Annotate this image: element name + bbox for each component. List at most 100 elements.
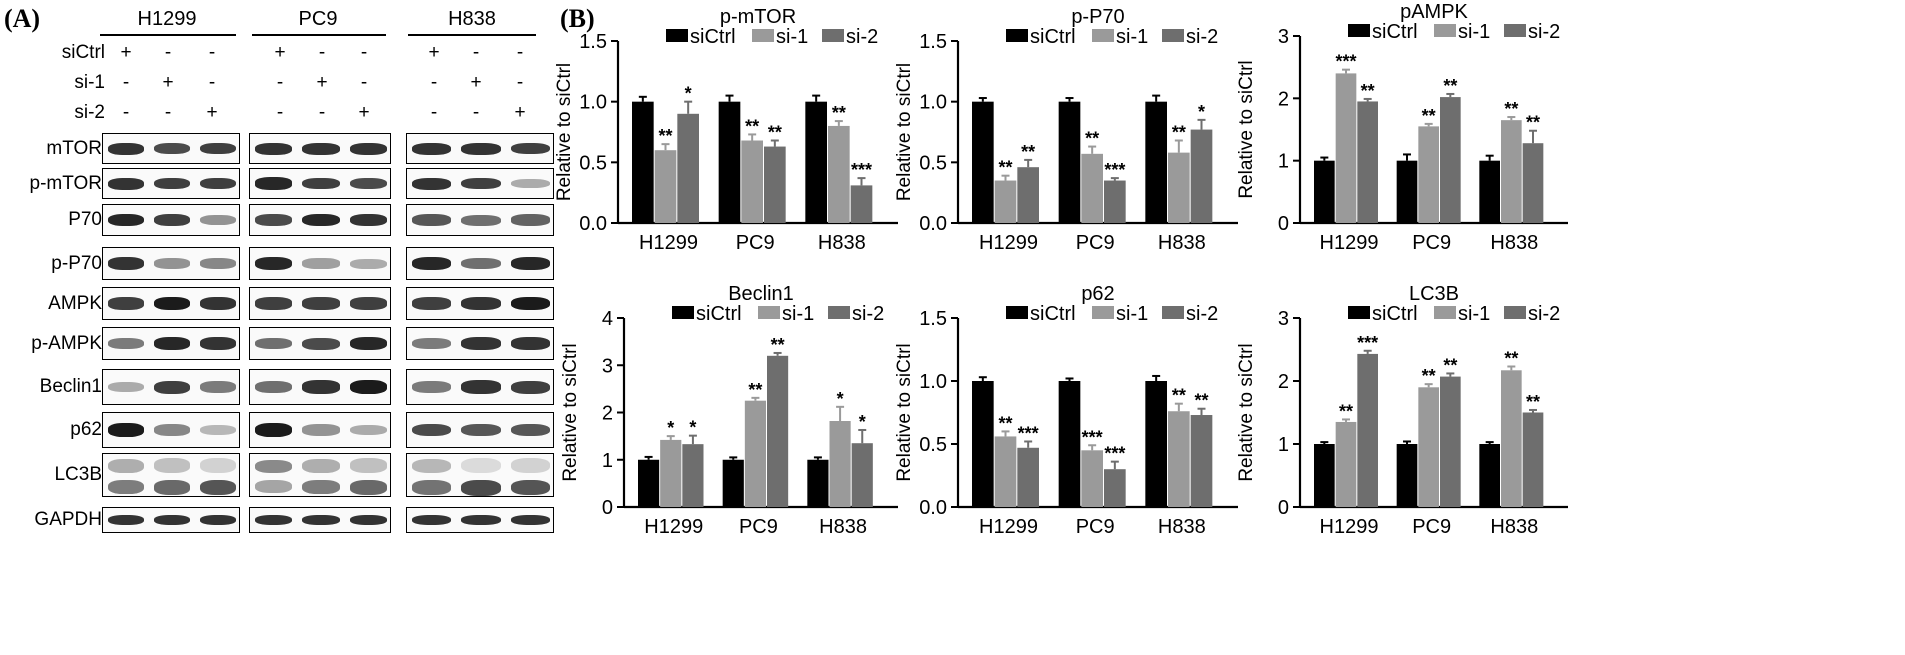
blot-band: [200, 480, 236, 496]
y-tick-label: 3: [602, 355, 613, 377]
blot-band: [302, 514, 340, 526]
blot-band: [108, 257, 144, 270]
blot-band: [302, 458, 340, 473]
blot-strip: [102, 453, 240, 497]
condition-sign: -: [318, 42, 326, 63]
significance-mark: ***: [1082, 427, 1103, 447]
blot-band: [255, 480, 293, 494]
legend-swatch: [1092, 306, 1114, 319]
blot-band: [412, 480, 452, 495]
significance-mark: ***: [1335, 52, 1356, 72]
blot-band: [154, 380, 190, 394]
blot-band: [349, 424, 387, 436]
blot-strip: [406, 287, 554, 320]
blot-band: [349, 458, 387, 473]
blot-band: [461, 297, 501, 310]
blot-strip: [249, 204, 391, 236]
blot-band: [302, 142, 340, 155]
blot-band: [412, 257, 452, 270]
blot-band: [510, 380, 550, 394]
y-tick-label: 3: [1278, 308, 1289, 330]
blot-band: [349, 142, 387, 155]
pc9-underline: [252, 34, 386, 36]
bar: [850, 185, 873, 223]
significance-mark: **: [1361, 81, 1375, 101]
significance-mark: **: [1172, 122, 1186, 142]
y-tick-label: 0.5: [919, 434, 947, 456]
bar: [1314, 444, 1335, 507]
bar: [1104, 180, 1126, 223]
protein-label: p-mTOR: [29, 172, 102, 194]
blot-band: [412, 514, 452, 526]
panel-b-letter: (B): [560, 4, 595, 33]
bar: [1501, 120, 1522, 223]
bar: [660, 439, 682, 507]
blot-strip: [406, 247, 554, 280]
y-tick-label: 1.0: [919, 371, 947, 393]
significance-mark: ***: [1104, 444, 1125, 464]
y-tick-label: 0.5: [919, 152, 947, 174]
blot-band: [349, 213, 387, 227]
protein-label: p-P70: [51, 252, 102, 274]
protein-label: GAPDH: [34, 509, 102, 530]
chart-title: p-P70: [1071, 6, 1124, 28]
blot-band: [510, 214, 550, 226]
blot-strip: [102, 412, 240, 448]
blot-band: [255, 423, 293, 437]
chart-title: pAMPK: [1400, 1, 1468, 23]
x-tick-label: H1299: [979, 516, 1038, 538]
blot-band: [302, 337, 340, 350]
chart-title: Beclin1: [728, 283, 794, 305]
blot-strip: [406, 453, 554, 497]
legend-label: si-1: [1458, 303, 1490, 325]
bar: [1357, 101, 1378, 223]
bar: [1058, 101, 1081, 223]
legend-label: si-1: [776, 26, 808, 48]
blot-band: [108, 458, 144, 473]
blot-band: [255, 381, 293, 393]
legend-label: si-2: [846, 26, 878, 48]
significance-mark: ***: [1357, 333, 1378, 353]
bar: [1314, 160, 1335, 223]
blot-strip: [406, 369, 554, 405]
blot-band: [461, 214, 501, 226]
legend-swatch: [1162, 306, 1184, 319]
bar: [994, 180, 1017, 223]
blot-strip: [406, 327, 554, 360]
bar: [744, 400, 766, 507]
blot-band: [154, 142, 190, 155]
bar: [1104, 469, 1126, 507]
condition-sign: +: [470, 72, 482, 93]
blot-band: [412, 142, 452, 155]
blot-band: [154, 297, 190, 310]
blot-band: [302, 213, 340, 227]
y-tick-label: 1: [1278, 434, 1289, 456]
bar: [807, 459, 829, 507]
blot-band: [510, 423, 550, 437]
x-tick-label: H1299: [1320, 232, 1379, 254]
significance-mark: **: [1504, 99, 1518, 119]
cell-line-h838: H838: [448, 8, 496, 30]
significance-mark: **: [745, 116, 759, 136]
bar: [718, 101, 741, 223]
blot-band: [200, 177, 236, 190]
protein-label: mTOR: [46, 137, 102, 159]
y-tick-label: 0: [1278, 497, 1289, 519]
blot-band: [461, 142, 501, 155]
bar: [1335, 73, 1357, 224]
blot-strip: [249, 453, 391, 497]
legend-swatch: [828, 306, 850, 319]
y-axis-label: Relative to siCtrl: [554, 63, 575, 201]
legend-swatch: [1006, 29, 1028, 42]
blot-band: [349, 514, 387, 526]
blot-band: [510, 142, 550, 155]
blot-band: [154, 214, 190, 226]
y-tick-label: 0.0: [919, 497, 947, 519]
blot-band: [510, 257, 550, 270]
bar: [632, 101, 654, 223]
blot-band: [200, 457, 236, 473]
blot-band: [255, 514, 293, 526]
blot-band: [200, 297, 236, 310]
bar: [851, 443, 873, 507]
blot-strip: [102, 287, 240, 320]
